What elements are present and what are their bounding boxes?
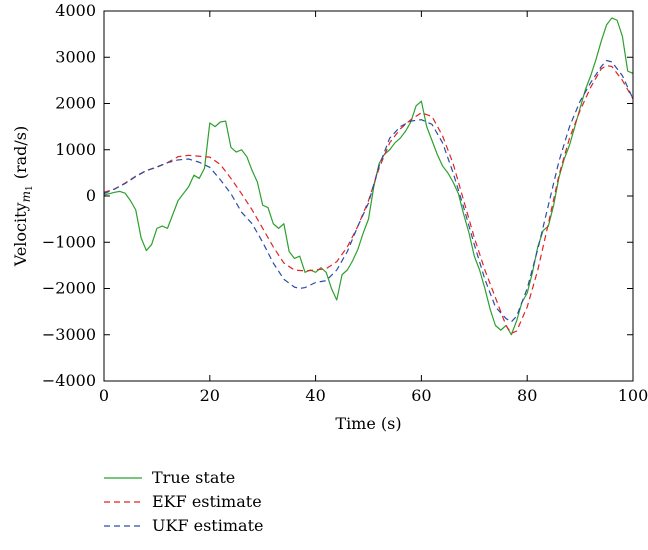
series-line-ukf-estimate (104, 59, 633, 323)
x-tick-label: 20 (200, 386, 220, 405)
plot-area-frame (103, 10, 634, 382)
legend: True state EKF estimate UKF estimate (104, 468, 263, 535)
legend-label: UKF estimate (152, 516, 263, 535)
series-line-ekf-estimate (104, 64, 633, 334)
y-tick-label: −2000 (42, 279, 96, 298)
y-tick-label: 2000 (55, 94, 96, 113)
legend-label: True state (152, 468, 235, 487)
y-tick-label: 3000 (55, 47, 96, 66)
y-tick-label: 4000 (55, 1, 96, 20)
axis-ticks: 0 20 40 60 80 100 −4000 −3000 −2000 −1000 0 1000 200… (42, 1, 648, 405)
x-tick-label: 80 (517, 386, 537, 405)
legend-label: EKF estimate (152, 492, 262, 511)
y-tick-label: −4000 (42, 371, 96, 390)
x-tick-label: 40 (305, 386, 325, 405)
x-tick-label: 60 (411, 386, 431, 405)
y-tick-label: −3000 (42, 325, 96, 344)
x-tick-label: 100 (618, 386, 648, 405)
y-tick-label: −1000 (42, 232, 96, 251)
axis-labels: Time (s) Velocitym1(rad/s) (11, 126, 402, 433)
x-tick-label: 0 (99, 386, 109, 405)
y-axis-label: Velocitym1(rad/s) (11, 126, 35, 268)
x-axis-label: Time (s) (335, 414, 401, 433)
series-layer (104, 17, 633, 336)
y-tick-label: 1000 (55, 140, 96, 159)
series-line-true-state (104, 17, 633, 336)
y-tick-label: 0 (86, 186, 96, 205)
